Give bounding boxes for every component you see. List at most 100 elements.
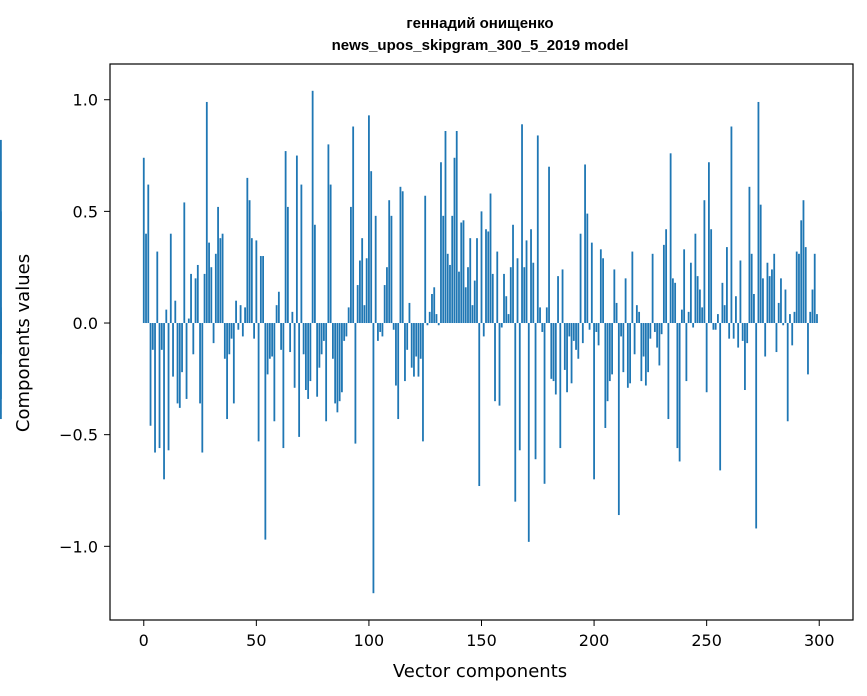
bar-124	[422, 323, 424, 442]
bar-219	[635, 305, 638, 324]
bar-224	[647, 323, 650, 373]
bar-54	[264, 323, 267, 540]
bar-22	[192, 323, 195, 355]
bar-197	[586, 213, 589, 324]
bar-41	[235, 300, 237, 324]
bar-179	[545, 307, 548, 324]
bar-74	[309, 323, 312, 382]
bar-101	[370, 171, 373, 324]
bar-12	[169, 233, 172, 324]
bar-235	[671, 278, 674, 324]
bar-269	[748, 186, 751, 324]
bar-257	[721, 282, 724, 324]
bar-245	[694, 233, 697, 324]
bar-118	[408, 302, 411, 324]
y-tick-label: −1.0	[59, 537, 98, 556]
bar-237	[676, 323, 679, 449]
bar-270	[750, 253, 753, 324]
bar-259	[726, 247, 728, 324]
bar-290	[795, 251, 798, 324]
bar-276	[764, 323, 767, 357]
bar-undefined	[0, 139, 2, 324]
bar-198	[588, 323, 591, 330]
bar-50	[255, 240, 258, 324]
bar-291	[798, 253, 800, 324]
bar-11	[167, 323, 170, 451]
bar-281	[775, 323, 778, 353]
bar-186	[561, 269, 564, 324]
bar-80	[322, 323, 325, 341]
bar-87	[338, 323, 341, 402]
bar-88	[341, 323, 343, 393]
bar-31	[212, 323, 215, 344]
bar-89	[343, 323, 346, 341]
bar-154	[489, 193, 492, 324]
bar-136	[449, 264, 451, 324]
bar-297	[811, 289, 814, 324]
bar-207	[608, 323, 611, 382]
bar-180	[548, 166, 550, 324]
bar-243	[689, 262, 692, 324]
bar-162	[507, 314, 510, 324]
bar-91	[347, 307, 350, 324]
bar-260	[728, 323, 731, 339]
bar-142	[462, 220, 465, 324]
bar-299	[816, 314, 818, 324]
bar-287	[789, 314, 791, 324]
bar-37	[226, 323, 228, 420]
bar-83	[329, 184, 332, 324]
bar-256	[719, 323, 722, 471]
bar-249	[703, 200, 706, 324]
bar-236	[674, 282, 677, 324]
bar-155	[491, 273, 494, 324]
bar-57	[271, 323, 274, 357]
x-axis-label: Vector components	[393, 661, 567, 682]
bar-258	[723, 305, 726, 324]
bar-153	[487, 231, 490, 324]
bar-35	[221, 233, 224, 324]
bar-84	[332, 323, 334, 359]
bar-81	[325, 323, 328, 422]
bar-150	[480, 211, 483, 324]
bar-47	[248, 200, 251, 324]
bar-undefined	[0, 323, 2, 399]
bar-222	[642, 323, 645, 357]
bar-15	[176, 323, 179, 404]
y-tick-label: 0.0	[73, 314, 98, 333]
bar-178	[543, 323, 546, 484]
bar-165	[514, 323, 517, 502]
bar-133	[442, 215, 445, 324]
bar-240	[683, 249, 686, 324]
bar-177	[541, 323, 544, 332]
bar-123	[419, 323, 422, 359]
bar-190	[570, 323, 573, 384]
x-tick-label: 200	[579, 631, 610, 650]
bar-86	[336, 323, 339, 413]
bar-99	[365, 258, 368, 324]
bar-77	[316, 323, 319, 397]
bars-group	[0, 90, 818, 594]
bar-252	[710, 229, 713, 324]
bar-78	[318, 323, 321, 368]
bar-92	[350, 206, 352, 324]
bar-82	[327, 144, 330, 324]
bar-7	[158, 323, 161, 449]
bar-3	[149, 323, 152, 426]
bar-152	[485, 229, 487, 324]
bar-17	[181, 323, 183, 373]
bar-275	[762, 278, 764, 324]
bar-140	[458, 271, 460, 324]
bar-247	[699, 289, 701, 324]
bar-250	[705, 323, 708, 393]
bar-108	[386, 267, 388, 324]
bar-122	[417, 323, 420, 377]
bar-130	[435, 314, 438, 324]
bar-187	[563, 323, 566, 370]
bar-289	[793, 311, 796, 324]
bar-100	[368, 115, 370, 324]
bar-172	[530, 229, 532, 324]
bar-251	[708, 162, 710, 324]
bar-59	[275, 305, 278, 324]
bar-149	[478, 323, 481, 487]
